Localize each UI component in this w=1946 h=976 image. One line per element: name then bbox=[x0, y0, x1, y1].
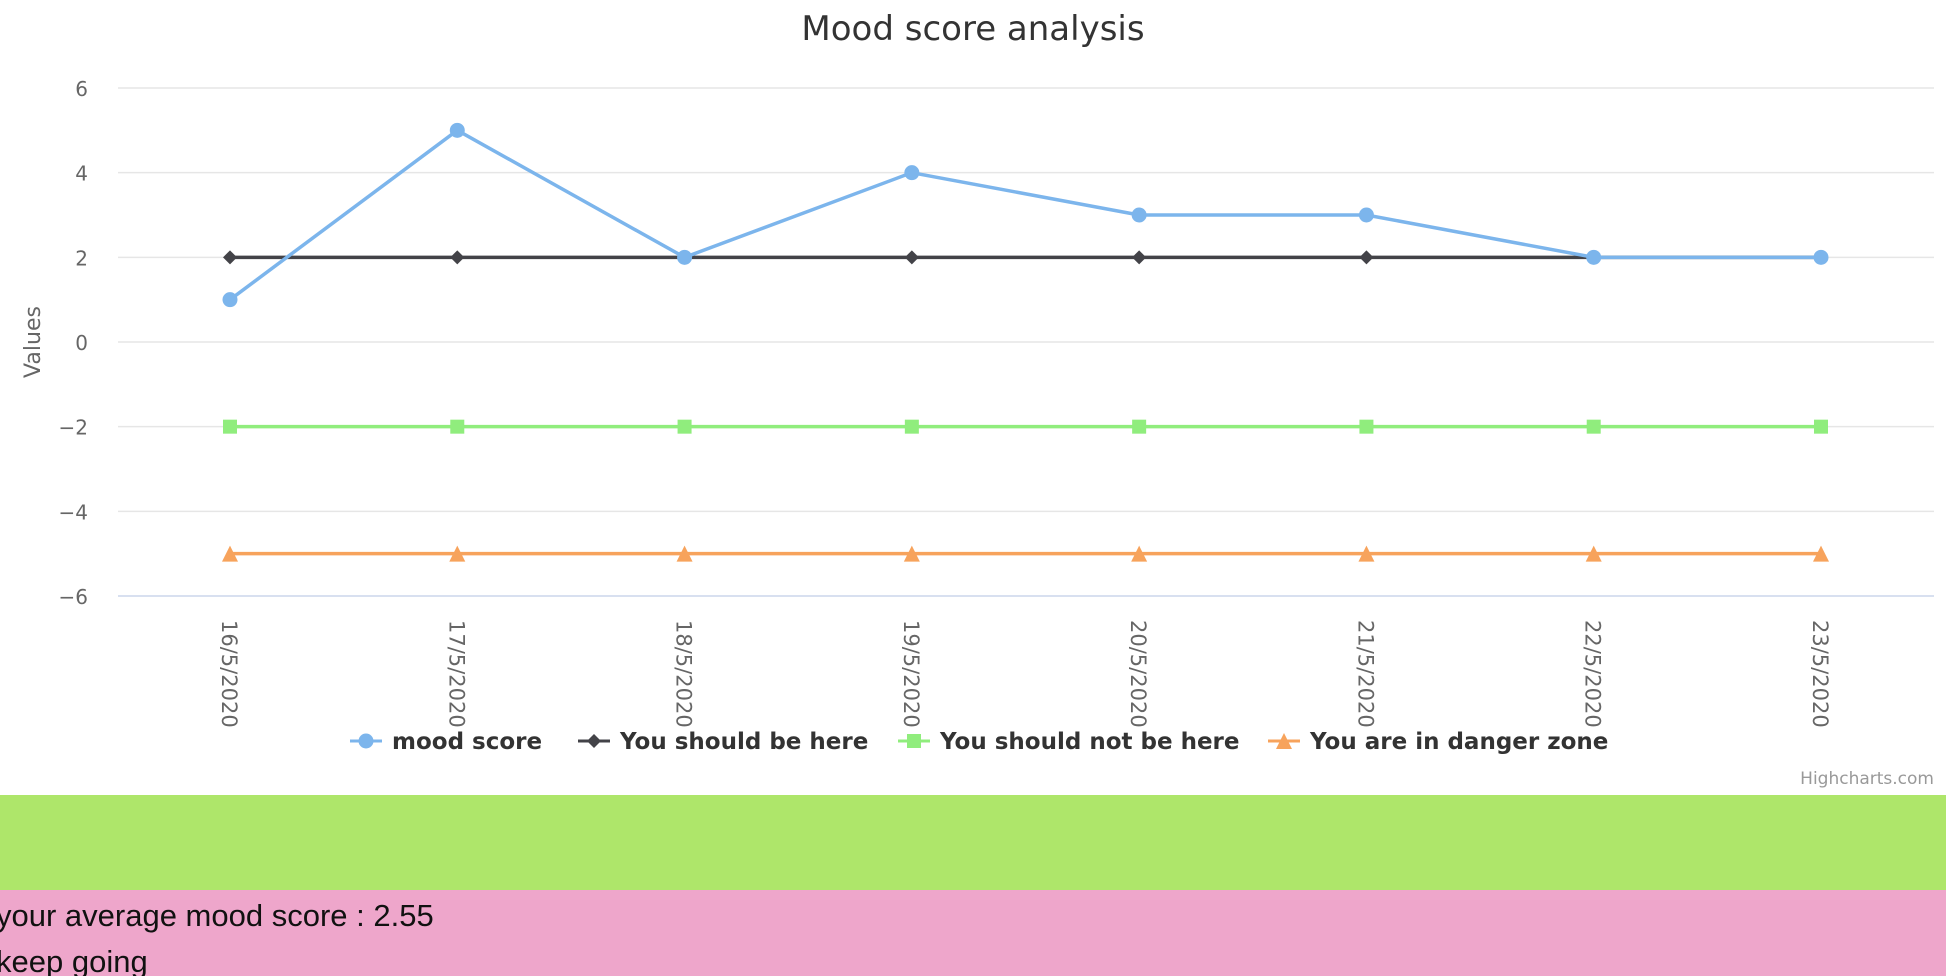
data-point bbox=[1586, 419, 1601, 434]
chart-title: Mood score analysis bbox=[801, 9, 1144, 49]
legend-marker bbox=[358, 733, 374, 749]
data-point bbox=[1131, 545, 1148, 562]
data-point bbox=[223, 250, 237, 265]
data-point bbox=[1358, 545, 1375, 562]
chart-svg: Mood score analysis 6 4 2 0 −2 −4 −6 Values 16/5/… bbox=[21, 9, 1934, 789]
mood-chart: Mood score analysis 6 4 2 0 −2 −4 −6 Values 16/5/… bbox=[21, 9, 1934, 789]
average-score-label: your average mood score : bbox=[0, 898, 374, 933]
y-tick-label: 6 bbox=[75, 77, 88, 101]
x-tick-label: 21/5/2020 bbox=[1353, 620, 1377, 728]
data-point bbox=[1814, 419, 1828, 434]
legend-item[interactable]: You should be here bbox=[619, 729, 868, 755]
x-tick-label: 18/5/2020 bbox=[672, 620, 696, 728]
data-point bbox=[1813, 545, 1829, 562]
data-point bbox=[1813, 249, 1829, 265]
y-axis-label: Values bbox=[21, 306, 46, 378]
average-score-text: your average mood score : 2.55 bbox=[0, 898, 434, 934]
data-point bbox=[450, 250, 465, 265]
data-point bbox=[223, 419, 237, 434]
data-point bbox=[904, 165, 920, 181]
y-tick-label: 4 bbox=[75, 162, 88, 186]
data-point bbox=[903, 545, 920, 562]
y-tick-label: −2 bbox=[59, 416, 88, 440]
green-band bbox=[0, 795, 1946, 890]
y-tick-label: 0 bbox=[75, 331, 88, 355]
data-point bbox=[222, 292, 238, 308]
data-point bbox=[1585, 545, 1602, 562]
data-point bbox=[677, 249, 693, 265]
x-tick-label: 22/5/2020 bbox=[1581, 620, 1605, 728]
data-point bbox=[677, 419, 692, 434]
credits-link[interactable]: Highcharts.com bbox=[1800, 769, 1934, 789]
data-point bbox=[1358, 207, 1374, 223]
data-point bbox=[449, 122, 465, 138]
x-tick-label: 19/5/2020 bbox=[899, 620, 923, 728]
data-point bbox=[1359, 419, 1374, 434]
data-point bbox=[676, 545, 693, 562]
data-point bbox=[450, 419, 465, 434]
x-tick-label: 17/5/2020 bbox=[444, 620, 468, 728]
data-point bbox=[449, 545, 466, 562]
legend-item[interactable]: You are in danger zone bbox=[1309, 729, 1608, 755]
data-point bbox=[1359, 250, 1374, 265]
summary-panel: your average mood score : 2.55 keep goin… bbox=[0, 890, 1946, 976]
series-line bbox=[228, 128, 1821, 302]
legend-item[interactable]: You should not be here bbox=[939, 729, 1239, 755]
encouragement-text: keep going bbox=[0, 944, 148, 976]
legend-marker bbox=[907, 734, 921, 748]
y-tick-label: 2 bbox=[75, 246, 88, 270]
x-tick-label: 23/5/2020 bbox=[1808, 620, 1832, 728]
y-tick-label: −4 bbox=[59, 500, 88, 524]
x-tick-label: 16/5/2020 bbox=[217, 620, 241, 728]
y-tick-label: −6 bbox=[59, 585, 88, 609]
data-point bbox=[1131, 207, 1147, 223]
legend-item[interactable]: mood score bbox=[392, 729, 542, 755]
data-point bbox=[904, 419, 919, 434]
legend-marker bbox=[1276, 733, 1292, 749]
data-point bbox=[904, 250, 919, 265]
data-point bbox=[1132, 419, 1147, 434]
data-point bbox=[1586, 249, 1602, 265]
data-point bbox=[222, 545, 238, 562]
x-tick-label: 20/5/2020 bbox=[1126, 620, 1150, 728]
legend-marker bbox=[587, 734, 601, 748]
data-point bbox=[1132, 250, 1147, 265]
average-score-value: 2.55 bbox=[373, 898, 434, 933]
